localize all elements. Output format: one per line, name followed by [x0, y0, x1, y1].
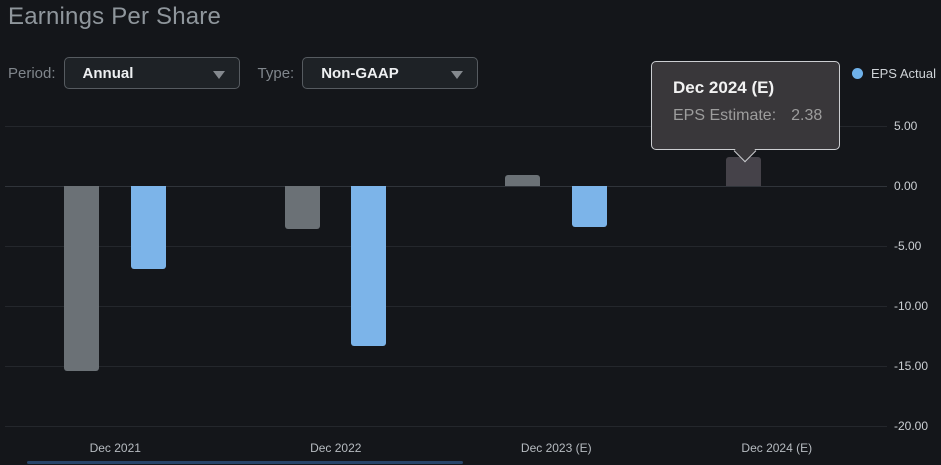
y-axis-tick-label: -10.00 [894, 299, 929, 314]
tooltip-row: EPS Estimate: 2.38 [673, 107, 839, 125]
chart-controls: Period: Annual Type: Non-GAAP [8, 57, 496, 89]
bar-eps-estimate-dec-2024-e[interactable] [725, 157, 761, 186]
period-dropdown[interactable]: Annual [63, 57, 240, 89]
x-axis-label: Dec 2023 (E) [520, 441, 592, 455]
legend: EPS Actual [851, 66, 936, 81]
x-axis-label: Dec 2024 (E) [741, 441, 813, 455]
gridline [5, 246, 887, 248]
y-axis-tick-label: -5.00 [894, 239, 922, 254]
bar-eps-estimate-dec-2021[interactable] [64, 186, 100, 371]
legend-label: EPS Actual [870, 66, 936, 81]
y-axis-tick-label: -15.00 [894, 359, 929, 374]
y-axis-tick-label: 5.00 [894, 118, 918, 133]
x-axis-label: Dec 2021 [89, 441, 141, 455]
tooltip-value: 2.38 [791, 107, 823, 124]
horizontal-scrollbar-thumb[interactable] [27, 461, 463, 464]
gridline [5, 186, 887, 187]
type-dropdown[interactable]: Non-GAAP [302, 57, 479, 89]
chevron-down-icon [451, 71, 464, 79]
type-dropdown-value: Non-GAAP [321, 64, 399, 82]
gridline [5, 306, 887, 308]
bar-eps-actual-dec-2022[interactable] [351, 186, 387, 346]
period-dropdown-value: Annual [82, 64, 134, 82]
type-label: Type: [257, 64, 295, 82]
page-title: Earnings Per Share [8, 3, 222, 30]
tooltip-label: EPS Estimate: [673, 107, 777, 124]
gridline [5, 426, 887, 428]
gridline [5, 125, 887, 127]
legend-dot-icon [851, 68, 863, 79]
tooltip: Dec 2024 (E) EPS Estimate: 2.38 [651, 61, 840, 162]
bar-eps-estimate-dec-2023-e[interactable] [505, 175, 541, 186]
y-axis-tick-label: -20.00 [894, 419, 929, 434]
bar-eps-estimate-dec-2022[interactable] [284, 186, 320, 229]
x-axis-label: Dec 2022 [310, 441, 362, 455]
bar-eps-actual-dec-2023-e[interactable] [571, 186, 607, 227]
gridline [5, 366, 887, 368]
chevron-down-icon [212, 71, 225, 79]
y-axis-tick-label: 0.00 [894, 179, 918, 193]
tooltip-title: Dec 2024 (E) [673, 78, 775, 97]
period-label: Period: [8, 64, 56, 82]
bar-eps-actual-dec-2021[interactable] [130, 186, 166, 269]
